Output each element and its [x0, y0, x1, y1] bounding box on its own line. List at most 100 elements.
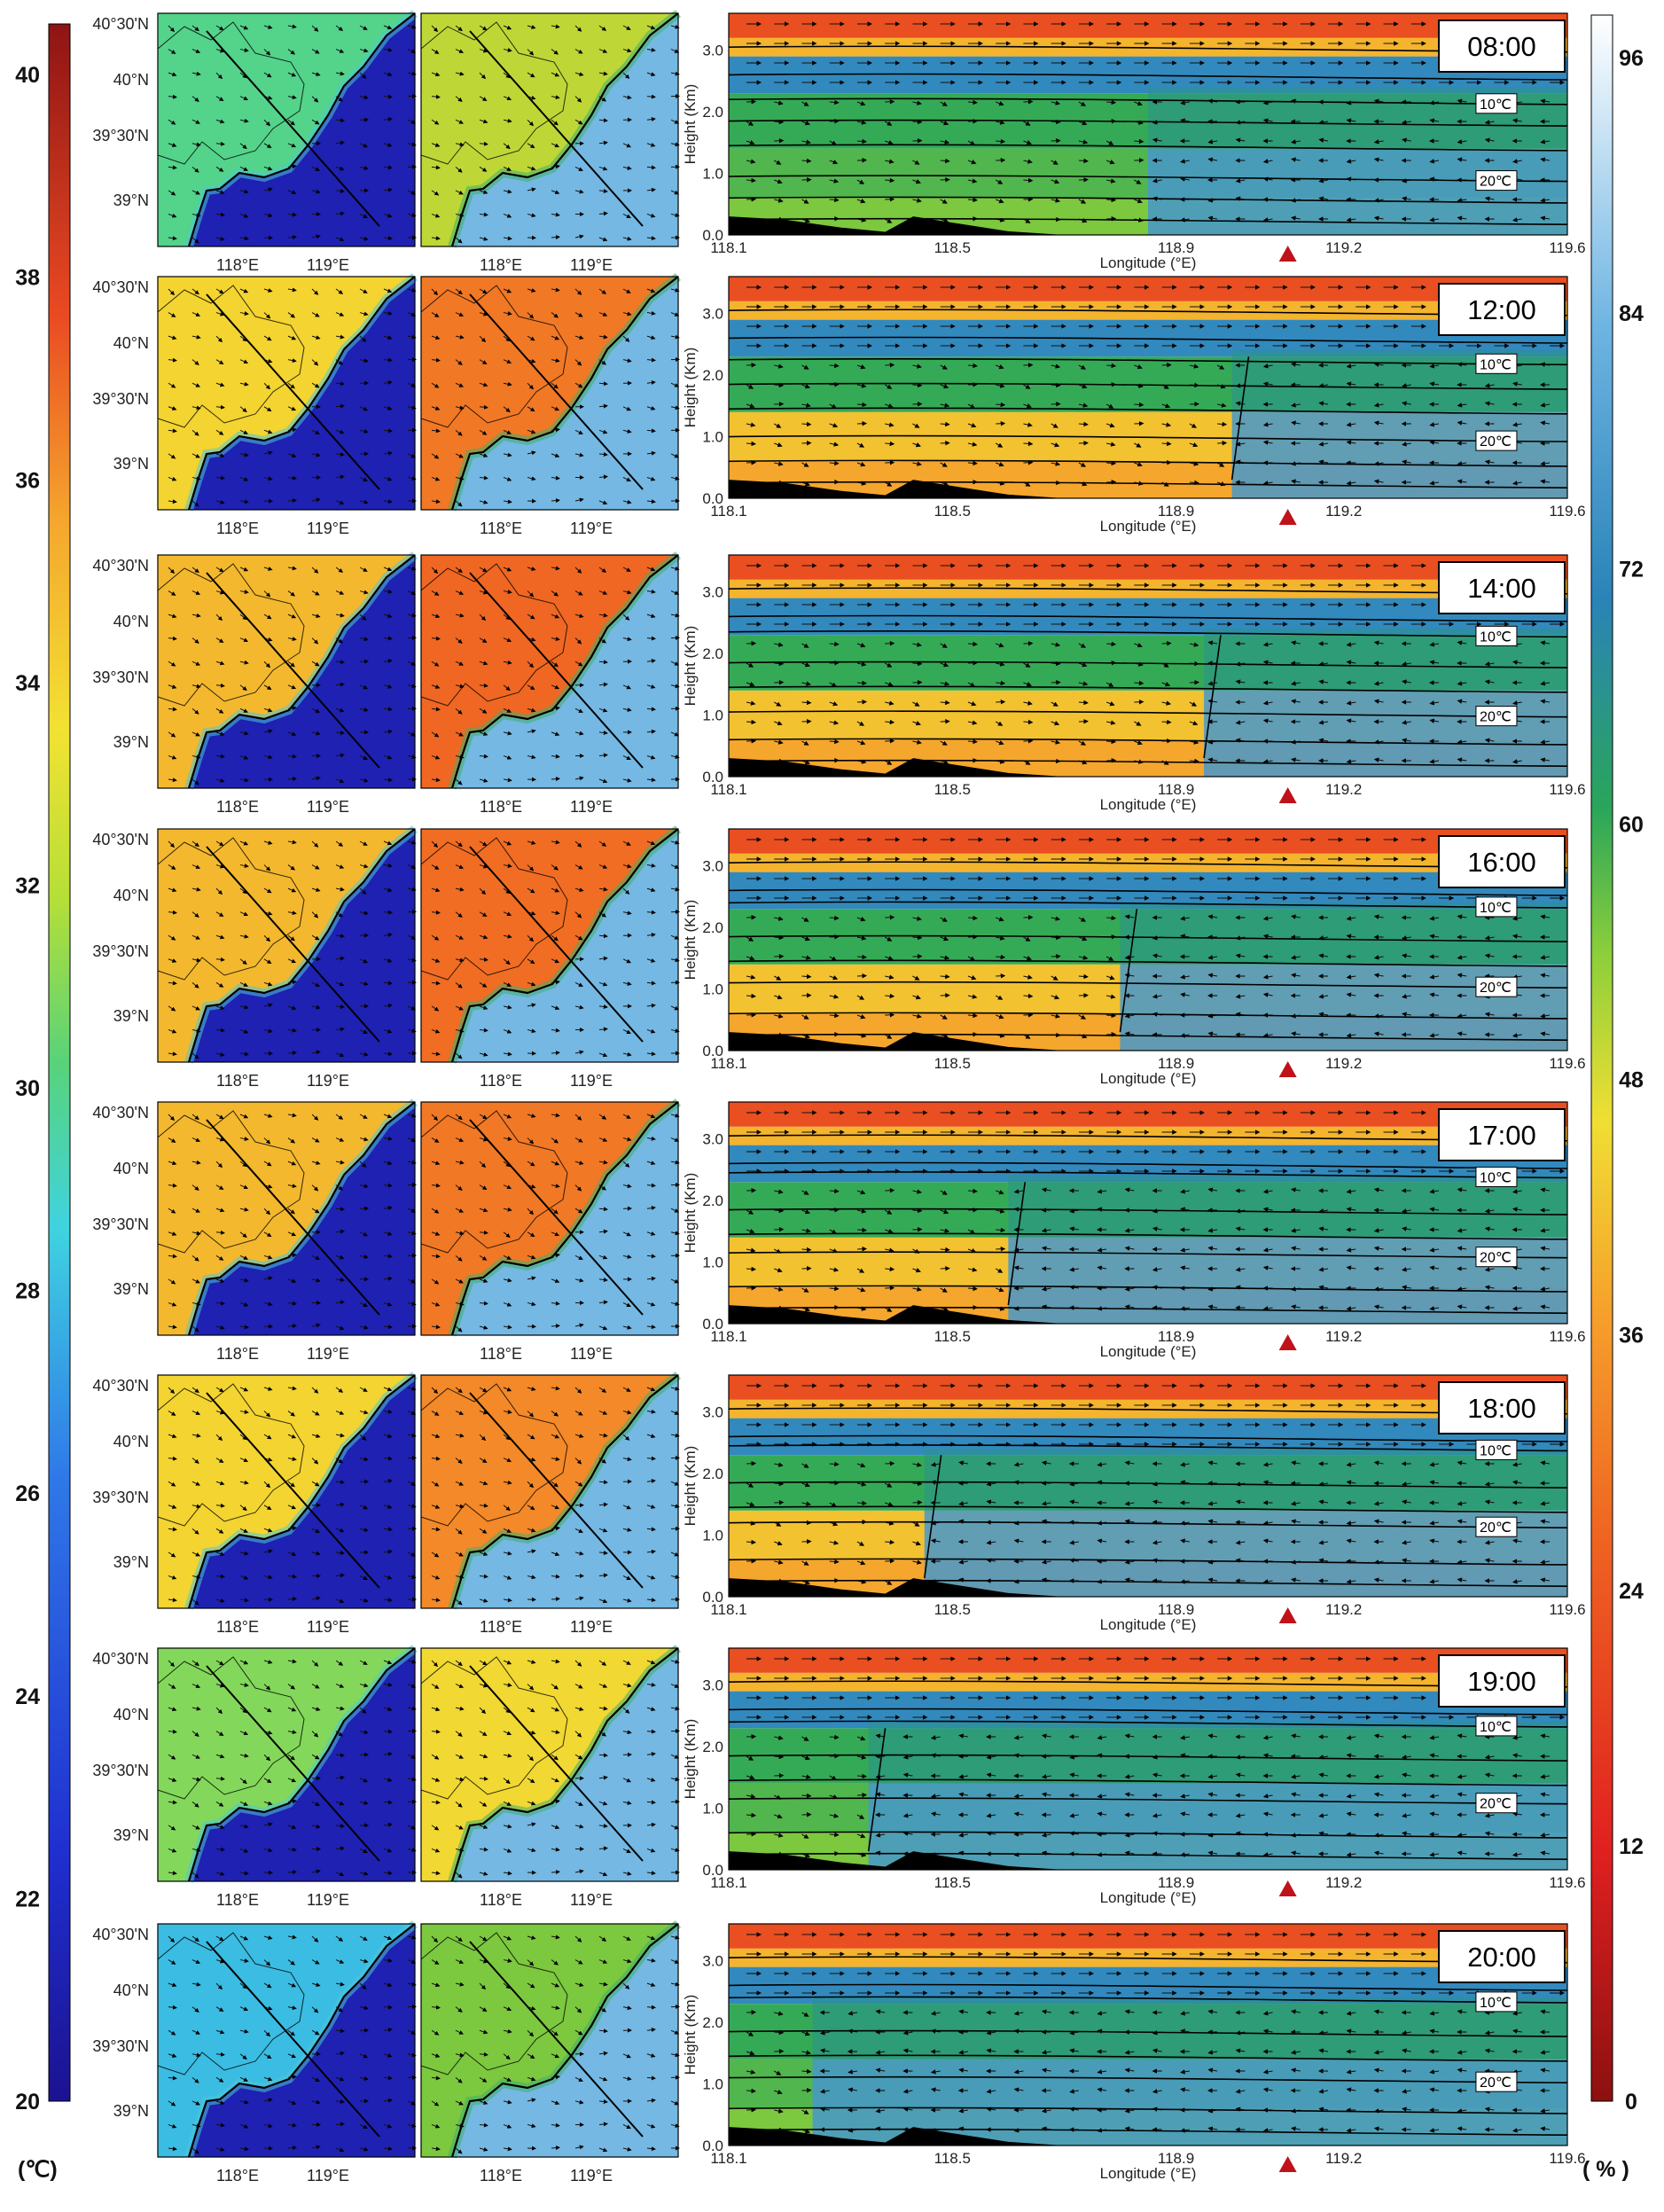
- panel-row: 40°30'N 40°N 39°30'N 39°N 118°E 119°E 118°E 119…: [92, 277, 1585, 537]
- longitude-label: 118°E: [216, 256, 259, 274]
- location-marker: [1279, 1880, 1297, 1896]
- height-tick-label: 1.0: [702, 1801, 723, 1817]
- humidity-map: [421, 555, 679, 788]
- longitude-label: 119°E: [570, 520, 613, 537]
- marine-moist-zone: [869, 1722, 1567, 1783]
- height-tick-label: 2.0: [702, 1192, 723, 1209]
- cross-section: 10℃20℃20:00: [729, 1924, 1567, 2146]
- longitude-label: 119°E: [570, 1072, 613, 1090]
- temperature-tick-label: 28: [15, 1279, 40, 1304]
- longitude-tick-label: 119.2: [1325, 1601, 1362, 1618]
- height-axis-label: Height (Km): [682, 348, 699, 428]
- location-marker: [1279, 787, 1297, 803]
- longitude-label: 118°E: [216, 1072, 259, 1090]
- longitude-tick-label: 119.6: [1549, 781, 1585, 798]
- latitude-label: 40°N: [113, 71, 149, 89]
- humidity-map: [421, 277, 679, 510]
- longitude-label: 118°E: [480, 798, 522, 816]
- isotherm-label: 10℃: [1480, 629, 1512, 645]
- latitude-label: 39°30'N: [92, 1762, 149, 1779]
- height-tick-label: 2.0: [702, 1466, 723, 1482]
- latitude-label: 39°30'N: [92, 2037, 149, 2055]
- longitude-label: 119°E: [307, 520, 349, 537]
- cross-section: 10℃20℃17:00: [729, 1102, 1567, 1324]
- longitude-tick-label: 119.2: [1325, 503, 1362, 520]
- humidity-colorbar-scale: [1591, 15, 1613, 2101]
- time-label: 08:00: [1467, 31, 1536, 62]
- humidity-tick-label: 96: [1619, 46, 1644, 71]
- latitude-label: 39°30'N: [92, 390, 149, 408]
- longitude-label: 119°E: [570, 798, 613, 816]
- longitude-label: 118°E: [216, 2167, 259, 2185]
- longitude-axis-label: Longitude (°E): [1100, 2165, 1197, 2182]
- latitude-label: 40°N: [113, 1981, 149, 1999]
- cross-section: 10℃20℃14:00: [729, 555, 1567, 777]
- height-tick-label: 1.0: [702, 166, 723, 183]
- panel-row: 40°30'N 40°N 39°30'N 39°N 118°E 119°E 118°E 119…: [92, 13, 1585, 274]
- longitude-label: 118°E: [480, 1345, 522, 1363]
- marine-moist-zone: [869, 1784, 1567, 1870]
- time-label: 12:00: [1467, 294, 1536, 325]
- figure-canvas: 2022242628303234363840 (℃) 0122436486072…: [0, 0, 1664, 2212]
- longitude-tick-label: 119.2: [1325, 239, 1362, 256]
- latitude-label: 40°30'N: [92, 557, 149, 574]
- latitude-label: 39°N: [113, 1826, 149, 1844]
- humidity-unit: ( % ): [1582, 2157, 1629, 2182]
- latitude-label: 40°N: [113, 334, 149, 352]
- height-tick-label: 3.0: [702, 43, 723, 59]
- isotherm-label: 20℃: [1480, 981, 1512, 996]
- temperature-colorbar-ticks: 2022242628303234363840: [15, 63, 40, 2114]
- longitude-label: 119°E: [570, 256, 613, 274]
- temperature-map: [158, 829, 416, 1062]
- time-label: 20:00: [1467, 1942, 1536, 1973]
- temperature-unit: (℃): [18, 2157, 58, 2182]
- cross-section: 10℃20℃16:00: [729, 829, 1567, 1051]
- temperature-tick-label: 22: [15, 1887, 40, 1911]
- panel-row: 40°30'N 40°N 39°30'N 39°N 118°E 119°E 118°E 119…: [92, 1102, 1585, 1363]
- height-axis-label: Height (Km): [682, 1446, 699, 1527]
- longitude-tick-label: 119.6: [1549, 1601, 1585, 1618]
- height-tick-label: 1.0: [702, 981, 723, 998]
- temperature-tick-label: 36: [15, 468, 40, 493]
- longitude-label: 119°E: [307, 1618, 349, 1636]
- longitude-tick-label: 118.5: [934, 2150, 971, 2167]
- temperature-tick-label: 32: [15, 873, 40, 898]
- height-axis-label: Height (Km): [682, 1719, 699, 1800]
- longitude-axis-label: Longitude (°E): [1100, 254, 1197, 271]
- cross-section: 10℃ 20℃ 18:00: [729, 1375, 1567, 1597]
- temperature-tick-label: 24: [15, 1684, 40, 1709]
- panel-rows: 40°30'N 40°N 39°30'N 39°N 118°E 119°E 118°E 119…: [92, 13, 1585, 2185]
- longitude-axis-label: Longitude (°E): [1100, 1343, 1197, 1360]
- latitude-label: 39°N: [113, 1007, 149, 1025]
- temperature-tick-label: 38: [15, 266, 40, 291]
- humidity-map: [421, 829, 679, 1062]
- temperature-tick-label: 40: [15, 63, 40, 88]
- location-marker: [1279, 1607, 1297, 1623]
- longitude-tick-label: 118.1: [710, 1328, 746, 1345]
- location-marker: [1279, 1061, 1297, 1077]
- humidity-tick-label: 36: [1619, 1324, 1644, 1348]
- longitude-label: 119°E: [307, 1891, 349, 1909]
- height-tick-label: 2.0: [702, 919, 723, 936]
- isotherm-label: 20℃: [1480, 1520, 1512, 1536]
- height-tick-label: 2.0: [702, 645, 723, 662]
- panel-row: 40°30'N 40°N 39°30'N 39°N 118°E 119°E 118°E 119…: [92, 555, 1585, 816]
- isotherm-label: 20℃: [1480, 710, 1512, 725]
- isotherm-label: 20℃: [1480, 175, 1512, 190]
- height-tick-label: 3.0: [702, 1131, 723, 1148]
- isotherm-label: 10℃: [1480, 98, 1512, 113]
- longitude-tick-label: 119.6: [1549, 503, 1585, 520]
- height-tick-label: 2.0: [702, 367, 723, 384]
- humidity-map: [421, 1924, 679, 2157]
- temperature-map: [158, 1924, 416, 2157]
- panel-row: 40°30'N 40°N 39°30'N 39°N 118°E 119°E 118°E 119…: [92, 1648, 1585, 1909]
- humidity-tick-label: 12: [1619, 1834, 1644, 1859]
- time-label: 19:00: [1467, 1666, 1536, 1697]
- temperature-map: [158, 1102, 416, 1335]
- temperature-colorbar-scale: [49, 24, 70, 2101]
- height-tick-label: 2.0: [702, 2014, 723, 2031]
- longitude-tick-label: 118.1: [710, 2150, 746, 2167]
- isotherm-label: 20℃: [1480, 1797, 1512, 1812]
- humidity-colorbar-ticks: 01224364860728496: [1619, 46, 1644, 2114]
- longitude-label: 118°E: [216, 1618, 259, 1636]
